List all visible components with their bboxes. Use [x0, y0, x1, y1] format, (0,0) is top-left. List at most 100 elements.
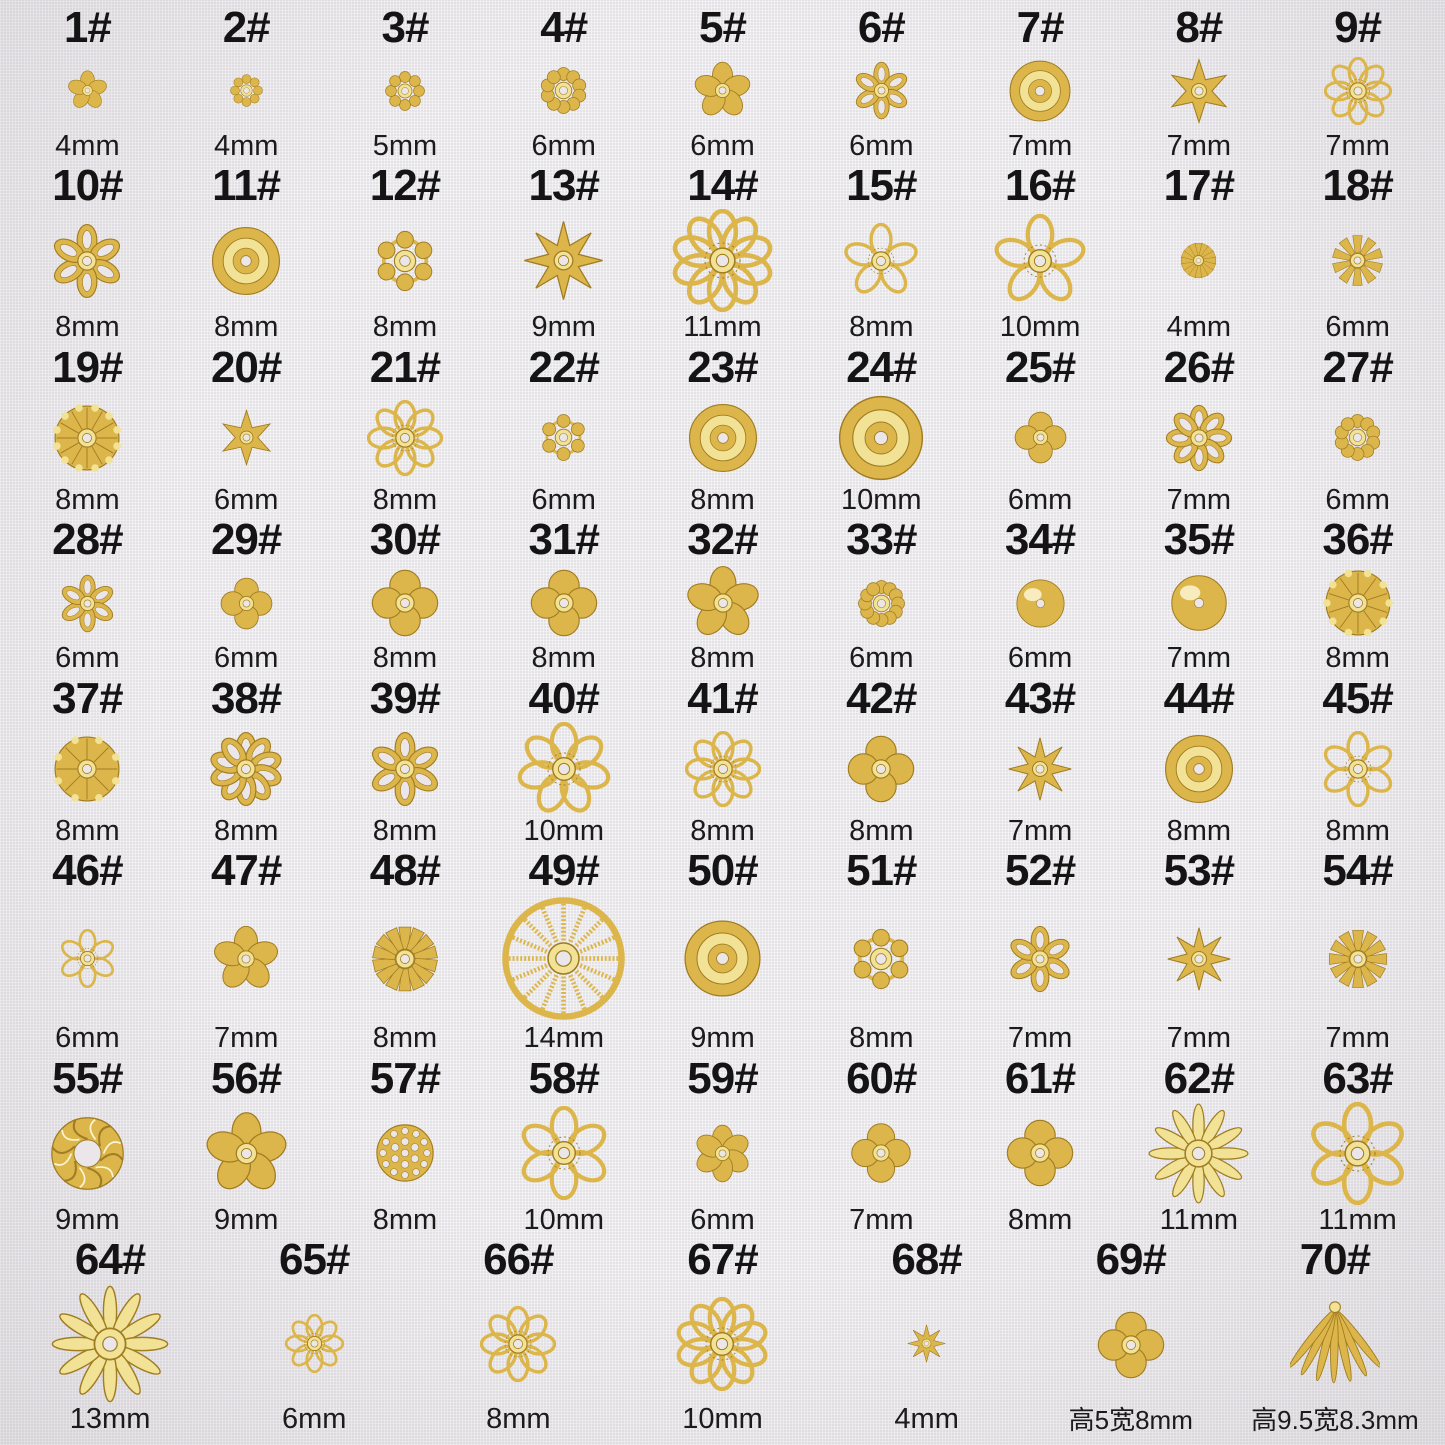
bead-cap-image — [226, 51, 267, 131]
item-size-label: 8mm — [213, 814, 279, 847]
gold-flower-bead-cap-icon — [517, 721, 611, 813]
bead-cap-image — [906, 1284, 947, 1404]
item-number-label: 34# — [1004, 515, 1076, 565]
bead-cap-image — [212, 894, 280, 1023]
catalog-item: 23# 8mm — [643, 344, 802, 517]
item-number-label: 20# — [210, 342, 282, 392]
item-size-label: 6mm — [849, 129, 914, 162]
item-size-label: 7mm — [1166, 642, 1232, 675]
item-number-label: 22# — [528, 342, 600, 392]
gold-flower-bead-cap-icon — [677, 1296, 768, 1391]
item-size-label: 11mm — [683, 311, 762, 344]
item-number-label: 32# — [687, 515, 758, 565]
bead-cap-image — [852, 564, 911, 644]
gold-flower-bead-cap-icon — [371, 731, 438, 806]
item-number-label: 5# — [699, 3, 747, 52]
item-size-label: 6mm — [531, 483, 596, 516]
item-size-label: 8mm — [372, 1022, 438, 1055]
item-number-label: 28# — [52, 515, 123, 565]
item-size-label: 8mm — [55, 311, 120, 344]
gold-flower-bead-cap-icon — [1167, 927, 1231, 991]
item-number-label: 24# — [846, 342, 917, 392]
gold-flower-bead-cap-icon — [541, 67, 587, 115]
catalog-item: 6# 6mm — [802, 4, 961, 162]
catalog-item: 4# 6mm — [484, 4, 643, 162]
item-number-label: 21# — [369, 342, 441, 392]
catalog-row-7: 55# 9mm 56# 9mm 57# 8mm 58# 10mm 59# 6mm 60# 7mm 61#… — [8, 1055, 1437, 1237]
gold-flower-bead-cap-icon — [1332, 235, 1384, 286]
catalog-item: 2# 4mm — [167, 4, 326, 162]
bead-cap-image — [49, 209, 125, 312]
catalog-item: 9# 7mm — [1278, 4, 1437, 162]
catalog-item: 30# 8mm — [326, 516, 485, 674]
item-size-label: 8mm — [1007, 1203, 1073, 1236]
item-number-label: 68# — [891, 1235, 962, 1285]
gold-flower-bead-cap-icon — [696, 1124, 749, 1183]
item-number-label: 65# — [279, 1235, 350, 1285]
item-number-label: 48# — [369, 846, 441, 896]
bead-cap-image — [685, 391, 761, 485]
bead-cap-image — [1289, 1284, 1380, 1407]
item-number-label: 70# — [1299, 1235, 1371, 1285]
bead-cap-image — [843, 722, 919, 816]
catalog-item: 1# 4mm — [8, 4, 167, 162]
catalog-item: 33# 6mm — [802, 516, 961, 674]
item-size-label: 7mm — [1166, 483, 1232, 516]
gold-flower-bead-cap-icon — [214, 925, 279, 988]
catalog-item: 38# 8mm — [167, 675, 326, 848]
item-size-label: 8mm — [372, 483, 438, 516]
gold-flower-bead-cap-icon — [1181, 243, 1217, 279]
item-number-label: 2# — [222, 3, 271, 52]
item-number-label: 49# — [528, 846, 600, 896]
catalog-item: 67# 10mm — [620, 1236, 824, 1435]
item-size-label: 6mm — [281, 1402, 347, 1435]
item-size-label: 6mm — [849, 642, 914, 675]
gold-flower-bead-cap-icon — [385, 71, 425, 111]
bead-cap-image — [1328, 391, 1387, 485]
gold-flower-bead-cap-icon — [366, 399, 443, 476]
item-size-label: 7mm — [213, 1022, 279, 1055]
bead-cap-image — [517, 721, 611, 816]
catalog-item: 51# 8mm — [802, 847, 961, 1055]
catalog-item: 44# 8mm — [1119, 675, 1278, 848]
item-size-label: 8mm — [690, 814, 755, 847]
catalog-item: 20# 6mm — [167, 344, 326, 517]
catalog-item: 69# 高5宽8mm — [1029, 1236, 1233, 1435]
gold-flower-bead-cap-icon — [694, 62, 751, 116]
item-number-label: 17# — [1163, 161, 1235, 211]
bead-cap-image — [526, 564, 602, 644]
bead-cap-image — [1178, 209, 1219, 312]
bead-cap-image — [366, 391, 443, 485]
gold-flower-bead-cap-icon — [1170, 57, 1228, 124]
catalog-row-1: 1# 4mm 2# 4mm 3# 5mm 4# 6mm 5# 6mm 6# 6mm 7# 7mm 8# 7mm… — [8, 4, 1437, 162]
item-number-label: 16# — [1004, 161, 1076, 211]
catalog-item: 7# 7mm — [961, 4, 1120, 162]
item-number-label: 8# — [1175, 3, 1223, 52]
gold-flower-bead-cap-icon — [1148, 1103, 1249, 1204]
item-size-label: 6mm — [690, 129, 755, 162]
gold-flower-bead-cap-icon — [229, 74, 263, 108]
bead-cap-image — [1147, 1102, 1250, 1205]
bead-cap-image — [49, 722, 125, 816]
gold-flower-bead-cap-icon — [672, 209, 773, 313]
bead-cap-image — [684, 722, 761, 816]
bead-cap-image — [1328, 209, 1387, 312]
catalog-row-8: 64# 13mm 65# 6mm 66# 8mm 67# 10mm 68# 4mm 69# 高5宽8m… — [8, 1236, 1437, 1435]
item-size-label: 6mm — [213, 642, 279, 675]
item-number-label: 57# — [369, 1053, 441, 1103]
bead-cap-image — [1006, 722, 1074, 816]
catalog-item: 28# 6mm — [8, 516, 167, 674]
item-size-label: 8mm — [1166, 814, 1232, 847]
item-number-label: 23# — [687, 342, 758, 392]
gold-flower-bead-cap-icon — [854, 928, 909, 989]
catalog-item: 57# 8mm — [326, 1055, 485, 1237]
item-number-label: 43# — [1004, 673, 1076, 723]
item-size-label: 6mm — [213, 483, 279, 516]
bead-cap-image — [367, 722, 443, 816]
gold-flower-bead-cap-icon — [1322, 569, 1393, 637]
item-size-label: 11mm — [1318, 1203, 1397, 1236]
item-size-label: 9mm — [213, 1203, 279, 1236]
catalog-item: 22# 6mm — [484, 344, 643, 517]
bead-cap-image — [1306, 1101, 1409, 1205]
catalog-item: 68# 4mm — [825, 1236, 1029, 1435]
